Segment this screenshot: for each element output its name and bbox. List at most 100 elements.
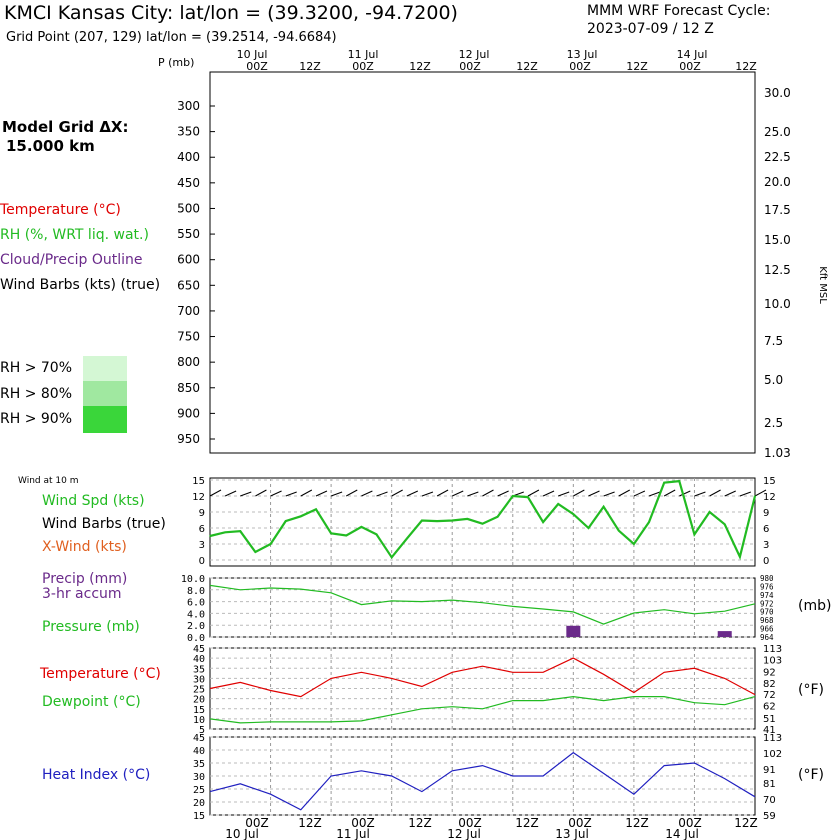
- heat-tick-right: 81: [763, 779, 776, 790]
- wind-tick-left: 6: [199, 524, 205, 535]
- heat-tick-right: 113: [763, 733, 782, 744]
- surface-wind-barb: [467, 491, 479, 497]
- top-day-label: 13 Jul: [567, 48, 598, 61]
- p-axis-label: P (mb): [158, 56, 194, 69]
- wind-barb-flag: [756, 216, 760, 221]
- temp-tick-right: 51: [763, 714, 776, 725]
- surface-wind-barb: [497, 490, 509, 497]
- wind-barb-flag: [756, 191, 760, 196]
- top-hour-label: 12Z: [626, 60, 648, 73]
- surface-wind-barb: [270, 490, 282, 497]
- pressure-tick-label: 900: [177, 406, 200, 420]
- pressure-tick-label: 500: [177, 201, 200, 215]
- height-tick-label: 15.0: [764, 233, 791, 247]
- wind-tick-right: 3: [763, 540, 769, 551]
- bottom-hour-label: 12Z: [625, 816, 649, 830]
- legend-rh70: RH > 70%: [0, 360, 73, 376]
- surface-wind-barb: [573, 489, 585, 497]
- axis-tick-label: 10: [193, 715, 205, 726]
- temp-unit: (°F): [798, 682, 824, 698]
- axis-tick-label: 40: [193, 746, 205, 757]
- wind-speed-point: [421, 519, 423, 522]
- forecast-cycle-value: 2023-07-09 / 12 Z: [587, 21, 714, 37]
- wind-speed-point: [451, 519, 454, 522]
- height-tick-label: 2.5: [764, 416, 783, 430]
- wind-tick-right: 12: [763, 492, 776, 503]
- legend-rh90: RH > 90%: [0, 411, 73, 427]
- top-hour-label: 00Z: [459, 60, 481, 73]
- wind-barb-flag: [762, 224, 766, 229]
- wind-speed-point: [663, 481, 665, 484]
- axis-tick-label: 25: [193, 685, 205, 696]
- temperature-label: Temperature (°C): [40, 666, 161, 682]
- model-grid-label: Model Grid ΔX:: [2, 118, 129, 136]
- wind-barb: [754, 271, 755, 273]
- legend-rh80: RH > 80%: [0, 386, 73, 402]
- wind-barb-flag: [766, 166, 770, 171]
- temp-tick-right: 113: [763, 644, 782, 655]
- pressure-tick-right: 966: [760, 625, 774, 634]
- bottom-hour-label: 12Z: [298, 816, 322, 830]
- axis-tick-label: 0.0: [187, 633, 205, 644]
- temp-tick-right: 82: [763, 679, 776, 690]
- axis-tick-label: 10.0: [181, 574, 205, 585]
- wind-barb: [754, 258, 755, 260]
- surface-wind-barb: [436, 489, 449, 497]
- wind-speed-point: [511, 495, 514, 497]
- top-day-label: 10 Jul: [237, 48, 268, 61]
- axis-tick-label: 6.0: [187, 598, 205, 609]
- surface-wind-barb: [482, 489, 494, 497]
- bottom-hour-label: 00Z: [568, 816, 592, 830]
- axis-tick-label: 35: [193, 664, 205, 675]
- wind-barb: [754, 118, 755, 119]
- wind-speed-point: [602, 505, 605, 508]
- wind-speed-point: [284, 520, 287, 522]
- dewpoint-label: Dewpoint (°C): [42, 694, 141, 710]
- surface-wind-barb: [209, 489, 222, 497]
- wind-barb-flag: [756, 179, 760, 184]
- kft-axis-label: Kft MSL: [817, 266, 828, 304]
- axis-tick-label: 15: [193, 705, 205, 716]
- axis-tick-label: 30: [193, 674, 205, 685]
- bottom-hour-label: 12Z: [515, 816, 539, 830]
- wind-barb-flag: [766, 191, 770, 196]
- panel-frames: 00Z 12Z 00Z 12Z 00Z 12Z 00Z 12Z 00Z 12Z 10 Jul 11 J…: [158, 48, 828, 840]
- wind-barb-flag: [756, 116, 760, 121]
- pressure-tick-label: 750: [177, 330, 200, 344]
- wind-speed-point: [739, 556, 741, 558]
- surface-wind-barb: [376, 491, 388, 497]
- pressure-tick-label: 850: [177, 381, 200, 395]
- wind-speed-point: [345, 534, 348, 537]
- heat-index-line: [209, 751, 756, 811]
- pressure-tick-label: 650: [177, 278, 200, 292]
- wind-speed-point: [466, 518, 469, 520]
- wind-barb-flag: [756, 154, 760, 159]
- rh80-swatch: [83, 381, 127, 406]
- height-tick-label: 30.0: [764, 86, 791, 100]
- temperature-line: [209, 657, 756, 698]
- bottom-day-label: 11 Jul: [336, 827, 370, 840]
- top-hour-label: 00Z: [569, 60, 591, 73]
- pressure-tick-label: 350: [177, 125, 200, 139]
- wind-speed-point: [693, 533, 696, 536]
- surface-wind-barb: [633, 490, 646, 497]
- wind-speed-point: [406, 537, 408, 540]
- top-hour-label: 12Z: [409, 60, 431, 73]
- series-layer: [209, 479, 767, 811]
- temp-tick-right: 103: [763, 655, 782, 666]
- wind-speed-point: [754, 495, 756, 497]
- surface-wind-barb: [240, 491, 252, 497]
- wind-speed-point: [587, 527, 590, 529]
- heat-index-label: Heat Index (°C): [42, 767, 151, 783]
- surface-wind-barb: [255, 489, 267, 497]
- wind-barbs-label: Wind Barbs (true): [42, 516, 166, 532]
- pressure-tick-right: 972: [760, 599, 774, 608]
- surface-wind-barb: [739, 491, 752, 497]
- wind-speed-point: [360, 526, 363, 528]
- precip-panel-frame: [209, 577, 756, 638]
- bottom-hour-label: 12Z: [734, 816, 758, 830]
- wind-panel-frame: [209, 477, 756, 567]
- grid-point-label: Grid Point (207, 129) lat/lon = (39.2514…: [6, 30, 337, 45]
- wind-panel-header: Wind at 10 m: [18, 476, 79, 486]
- top-hour-label: 12Z: [299, 60, 321, 73]
